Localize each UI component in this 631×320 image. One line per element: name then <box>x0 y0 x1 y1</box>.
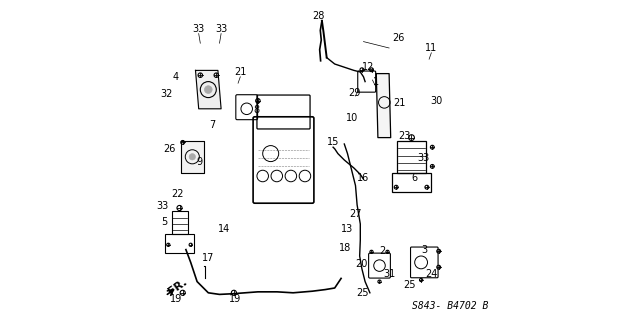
Text: 25: 25 <box>357 288 369 298</box>
Text: 24: 24 <box>425 268 437 279</box>
Text: 31: 31 <box>383 268 395 279</box>
Text: 19: 19 <box>170 294 182 304</box>
Text: 25: 25 <box>404 280 416 290</box>
Bar <box>397 141 426 173</box>
Text: S843- B4702 B: S843- B4702 B <box>411 300 488 311</box>
Circle shape <box>204 86 212 93</box>
Text: 8: 8 <box>253 105 259 116</box>
Text: 30: 30 <box>430 96 442 106</box>
Text: 26: 26 <box>392 33 405 44</box>
Text: 16: 16 <box>357 172 370 183</box>
Text: 22: 22 <box>171 188 184 199</box>
Text: 6: 6 <box>411 172 417 183</box>
Text: 5: 5 <box>162 217 168 228</box>
Text: 27: 27 <box>349 209 362 220</box>
Bar <box>392 173 431 192</box>
Text: 11: 11 <box>425 43 437 53</box>
Text: 19: 19 <box>230 294 242 304</box>
Text: 33: 33 <box>156 201 168 212</box>
Text: 28: 28 <box>312 11 325 21</box>
Text: 29: 29 <box>348 88 361 98</box>
Text: 3: 3 <box>422 244 427 255</box>
Bar <box>165 234 194 253</box>
Circle shape <box>189 154 196 160</box>
Text: 33: 33 <box>418 153 430 164</box>
Text: 21: 21 <box>393 98 406 108</box>
Text: 23: 23 <box>398 131 411 141</box>
Polygon shape <box>196 70 221 109</box>
Text: 21: 21 <box>234 67 247 77</box>
Text: FR.: FR. <box>167 276 189 296</box>
Text: 14: 14 <box>218 224 230 234</box>
Text: 9: 9 <box>197 156 203 167</box>
Text: 15: 15 <box>327 137 339 148</box>
Text: 13: 13 <box>341 224 353 234</box>
Bar <box>172 211 187 234</box>
Text: 7: 7 <box>209 120 216 130</box>
Text: 17: 17 <box>202 252 215 263</box>
Text: 33: 33 <box>215 24 227 34</box>
Text: 12: 12 <box>362 62 374 72</box>
Text: 2: 2 <box>380 246 386 256</box>
Text: 26: 26 <box>163 144 175 154</box>
Text: 32: 32 <box>160 89 172 100</box>
Text: 20: 20 <box>356 259 368 269</box>
Text: 1: 1 <box>372 76 379 87</box>
Text: 18: 18 <box>339 243 351 253</box>
Polygon shape <box>376 74 391 138</box>
Text: 10: 10 <box>346 113 358 124</box>
Text: 33: 33 <box>192 24 205 34</box>
Polygon shape <box>181 141 204 173</box>
Text: 4: 4 <box>173 72 179 82</box>
